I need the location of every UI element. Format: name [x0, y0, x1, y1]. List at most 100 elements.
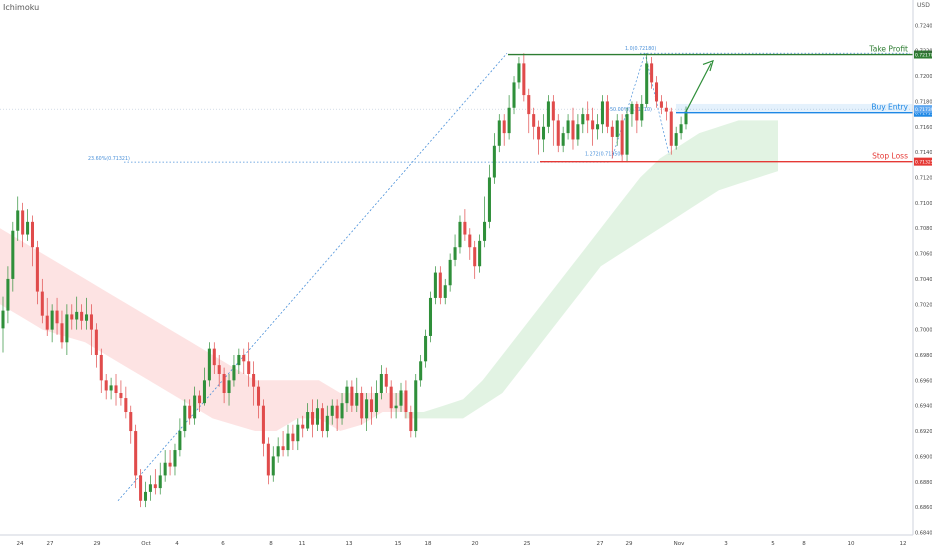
candle-body [478, 240, 482, 267]
candle-body [183, 405, 187, 432]
level-name: Take Profit [868, 45, 908, 54]
fib-label: 1.272(0.71350) [585, 151, 622, 157]
candle-body [237, 354, 241, 366]
x-tick-label: Nov [674, 541, 685, 547]
x-tick-label: 8 [802, 541, 806, 547]
candle-body [345, 386, 349, 404]
candle-body [247, 361, 251, 374]
candle-body [399, 390, 403, 406]
candle-body [581, 114, 585, 125]
candle-body [70, 314, 74, 320]
candle-body [163, 462, 167, 476]
candle-body [311, 412, 315, 425]
candle-body [80, 311, 84, 321]
x-tick-label: 11 [299, 541, 306, 547]
candle-body [320, 408, 324, 432]
candle-body [561, 133, 565, 146]
candle-body [143, 491, 148, 501]
x-tick-label: 29 [626, 541, 633, 547]
candle-body [271, 456, 275, 476]
candle-body [256, 386, 261, 406]
candle-body [419, 361, 423, 381]
candle-body [21, 210, 25, 235]
candle-body [6, 278, 10, 311]
candle-body [586, 114, 590, 121]
candle-body [104, 380, 108, 391]
x-tick-label: 6 [221, 541, 225, 547]
candle-body [497, 120, 501, 146]
candle-body [340, 403, 344, 419]
level-name: Buy Entry [871, 103, 908, 112]
x-tick-label: 12 [900, 541, 907, 547]
candle-body [139, 475, 143, 501]
candle-body [124, 398, 128, 413]
level-value-box [914, 157, 932, 166]
candle-body [453, 247, 457, 260]
candle-body [684, 111, 688, 125]
candle-body [370, 399, 374, 413]
candle-body [281, 446, 285, 451]
candle-body [134, 431, 138, 476]
candle-body [188, 405, 192, 419]
candle-body [512, 82, 516, 108]
x-tick-label: 25 [524, 541, 531, 547]
candle-body [85, 314, 89, 321]
candle-body [507, 107, 511, 134]
candle-body [89, 314, 93, 330]
candle-body [492, 145, 496, 178]
candle-body [669, 111, 673, 146]
x-tick-label: 15 [395, 541, 402, 547]
ichimoku-cloud [0, 120, 778, 431]
candle-body [266, 443, 270, 476]
candle-body [45, 315, 49, 330]
candle-body [355, 393, 359, 406]
candle-body [168, 462, 172, 467]
candle-body [389, 386, 393, 409]
level-value-box [914, 50, 932, 59]
candle-body [11, 230, 15, 279]
candle-body [65, 314, 69, 343]
level-value: 0.71711 [915, 111, 932, 117]
candle-body [252, 373, 256, 387]
candle-body [40, 291, 44, 316]
fib-trend-line [117, 52, 508, 502]
candle-body [630, 103, 634, 115]
candle-body [615, 120, 619, 137]
candle-body [541, 126, 546, 140]
candle-body [153, 484, 157, 489]
candle-body [522, 63, 526, 96]
candle-body [551, 101, 555, 121]
candle-body [217, 365, 221, 374]
candle-body [315, 408, 319, 425]
x-tick-label: 3 [724, 541, 728, 547]
candle-body [438, 272, 442, 298]
x-tick-label: 24 [17, 541, 24, 547]
cloud-bull [404, 120, 778, 419]
candle-body [60, 323, 64, 343]
x-tick-label: Oct [141, 541, 151, 547]
candle-body [158, 475, 162, 489]
candle-body [424, 335, 428, 362]
candle-body [301, 424, 305, 429]
candle-body [232, 365, 236, 381]
candle-body [30, 221, 35, 248]
x-tick-label: 20 [472, 541, 479, 547]
candle-body [458, 221, 462, 248]
fib-label: 1.0(0.72180) [625, 46, 656, 52]
candle-body [276, 446, 280, 457]
candle-body [374, 393, 378, 413]
currency-label: USD [917, 2, 930, 9]
candle-body [650, 63, 654, 83]
